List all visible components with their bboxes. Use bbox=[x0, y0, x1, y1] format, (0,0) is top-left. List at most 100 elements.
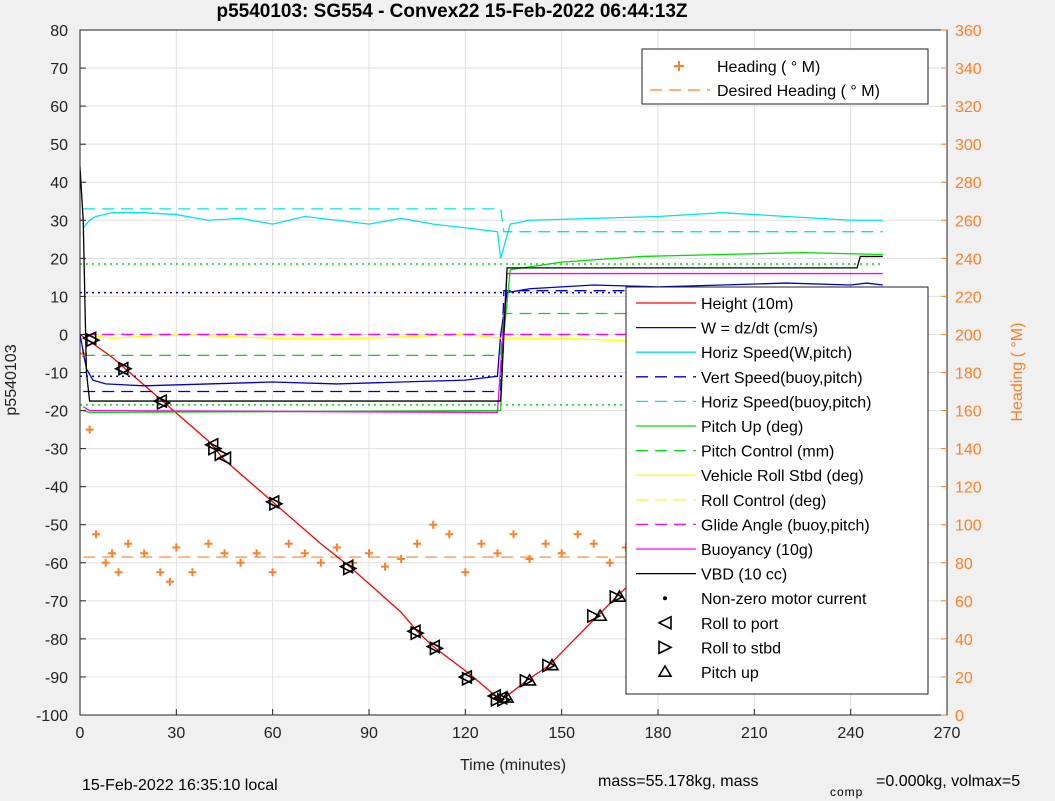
series-vbd bbox=[80, 166, 883, 402]
legend-swatch bbox=[657, 664, 673, 677]
y-right-ticks: 0 20 40 60 80 100 120 140 160 180 200 220 240 260 280 3… bbox=[941, 23, 982, 725]
heading-point bbox=[165, 577, 174, 586]
heading-point bbox=[284, 539, 293, 548]
heading-point bbox=[445, 530, 454, 539]
footer-right-b: =0.000kg, volmax=5 bbox=[876, 773, 1020, 790]
heading-point bbox=[509, 530, 518, 539]
heading-point bbox=[365, 549, 373, 558]
x-ticks: 0 30 60 90 120 150 180 210 240 270 bbox=[76, 709, 961, 742]
legend-label: Vehicle Roll Stbd (deg) bbox=[701, 468, 864, 485]
heading-point bbox=[573, 530, 582, 539]
y-right-tick-label: 20 bbox=[955, 670, 973, 687]
heading-point bbox=[108, 549, 117, 558]
legend-label: Pitch Up (deg) bbox=[701, 419, 803, 436]
y-right-tick-label: 300 bbox=[955, 137, 982, 154]
y-left-tick-label: -60 bbox=[45, 556, 68, 573]
marker-roll-stbd bbox=[461, 671, 477, 687]
series-horiz bbox=[82, 212, 883, 259]
y-left-tick-label: -100 bbox=[36, 708, 68, 725]
marker-pitch-up bbox=[522, 673, 537, 686]
y-right-tick-label: 340 bbox=[955, 61, 982, 78]
y-left-tick-label: 30 bbox=[50, 213, 68, 230]
x-tick-label: 150 bbox=[548, 725, 575, 742]
y-right-tick-label: 140 bbox=[955, 442, 982, 459]
marker-roll-stbd bbox=[586, 608, 602, 624]
y-left-tick-label: 10 bbox=[50, 289, 68, 306]
legend-label: Roll to stbd bbox=[701, 640, 781, 657]
series-buoyancy bbox=[82, 272, 883, 414]
y-right-tick-label: 120 bbox=[955, 480, 982, 497]
y-right-tick-label: 0 bbox=[955, 708, 964, 725]
x-tick-label: 120 bbox=[452, 725, 479, 742]
y-right-tick-label: 240 bbox=[955, 251, 982, 268]
y-right-tick-label: 160 bbox=[955, 404, 982, 421]
heading-point bbox=[140, 549, 149, 558]
y-left-tick-label: -40 bbox=[45, 480, 68, 497]
y-right-tick-label: 220 bbox=[955, 289, 982, 306]
legend-label: Roll Control (deg) bbox=[701, 493, 826, 510]
y-left-tick-label: -80 bbox=[45, 632, 68, 649]
heading-point bbox=[101, 558, 110, 567]
heading-point bbox=[268, 568, 277, 577]
legend-label: Pitch up bbox=[701, 665, 759, 682]
marker-roll-stbd bbox=[342, 561, 358, 576]
x-tick-label: 240 bbox=[837, 725, 864, 742]
heading-point bbox=[493, 549, 502, 558]
y-left-ticks: -100-90-80-70-60-50-40-30-20-10010203040… bbox=[36, 23, 86, 725]
x-tick-label: 270 bbox=[934, 725, 961, 742]
x-tick-label: 0 bbox=[76, 725, 85, 742]
heading-point bbox=[557, 549, 566, 558]
marker-roll-stbd bbox=[519, 673, 535, 689]
legend-swatch bbox=[657, 615, 672, 631]
y-right-tick-label: 360 bbox=[955, 23, 982, 40]
legend-swatch bbox=[658, 640, 673, 655]
legend-label: Heading ( ° M) bbox=[717, 59, 820, 76]
heading-point bbox=[220, 549, 229, 558]
y-right-tick-label: 100 bbox=[955, 518, 982, 535]
heading-point bbox=[156, 568, 165, 577]
y-left-tick-label: 60 bbox=[50, 99, 68, 116]
marker-roll-stbd bbox=[214, 447, 230, 462]
heading-point bbox=[477, 539, 486, 548]
marker-roll-stbd bbox=[269, 496, 284, 512]
marker-roll-port bbox=[203, 437, 219, 453]
y-left-axis-label: p5540103 bbox=[3, 344, 20, 415]
heading-point bbox=[300, 549, 309, 558]
marker-roll-stbd bbox=[118, 361, 133, 376]
marker-roll-stbd bbox=[429, 641, 445, 656]
legend-label: W = dz/dt (cm/s) bbox=[701, 321, 818, 338]
heading-point bbox=[236, 558, 245, 567]
x-axis-label: Time (minutes) bbox=[460, 757, 566, 774]
y-left-tick-label: 40 bbox=[50, 175, 68, 192]
heading-point bbox=[397, 554, 406, 563]
y-right-tick-label: 260 bbox=[955, 213, 982, 230]
legend-label: Glide Angle (buoy,pitch) bbox=[701, 517, 870, 534]
y-left-tick-label: -90 bbox=[45, 670, 68, 687]
footer-right-a: mass=55.178kg, mass bbox=[598, 773, 759, 790]
legend-swatch bbox=[663, 596, 667, 601]
marker-roll-stbd bbox=[410, 625, 425, 641]
heading-point bbox=[92, 530, 101, 539]
heading-point bbox=[605, 558, 614, 567]
legend-label: Height (10m) bbox=[701, 296, 793, 313]
marker-pitch-up bbox=[612, 589, 627, 603]
legend-main: Height (10m) W = dz/dt (cm/s) Horiz Speed(… bbox=[625, 286, 929, 695]
y-left-tick-label: 0 bbox=[59, 327, 68, 344]
heading-point bbox=[332, 543, 341, 552]
chart-title: p5540103: SG554 - Convex22 15-Feb-2022 0… bbox=[216, 1, 687, 22]
heading-point bbox=[413, 539, 422, 548]
footer-left: 15-Feb-2022 16:35:10 local bbox=[82, 777, 278, 794]
legend-label: Pitch Control (mm) bbox=[701, 444, 834, 461]
y-right-axis-label: Heading ( °M) bbox=[1009, 323, 1026, 422]
legend-heading: Heading ( ° M) Desired Heading ( ° M) bbox=[641, 48, 929, 105]
marker-roll-port bbox=[113, 361, 129, 376]
y-right-tick-label: 80 bbox=[955, 556, 973, 573]
marker-pitch-up bbox=[592, 608, 608, 622]
y-left-tick-label: 50 bbox=[50, 137, 68, 154]
heading-point bbox=[124, 539, 133, 548]
y-left-tick-label: -10 bbox=[45, 366, 68, 383]
heading-point bbox=[252, 549, 261, 558]
marker-roll-stbd bbox=[156, 395, 172, 411]
x-tick-label: 90 bbox=[360, 725, 378, 742]
